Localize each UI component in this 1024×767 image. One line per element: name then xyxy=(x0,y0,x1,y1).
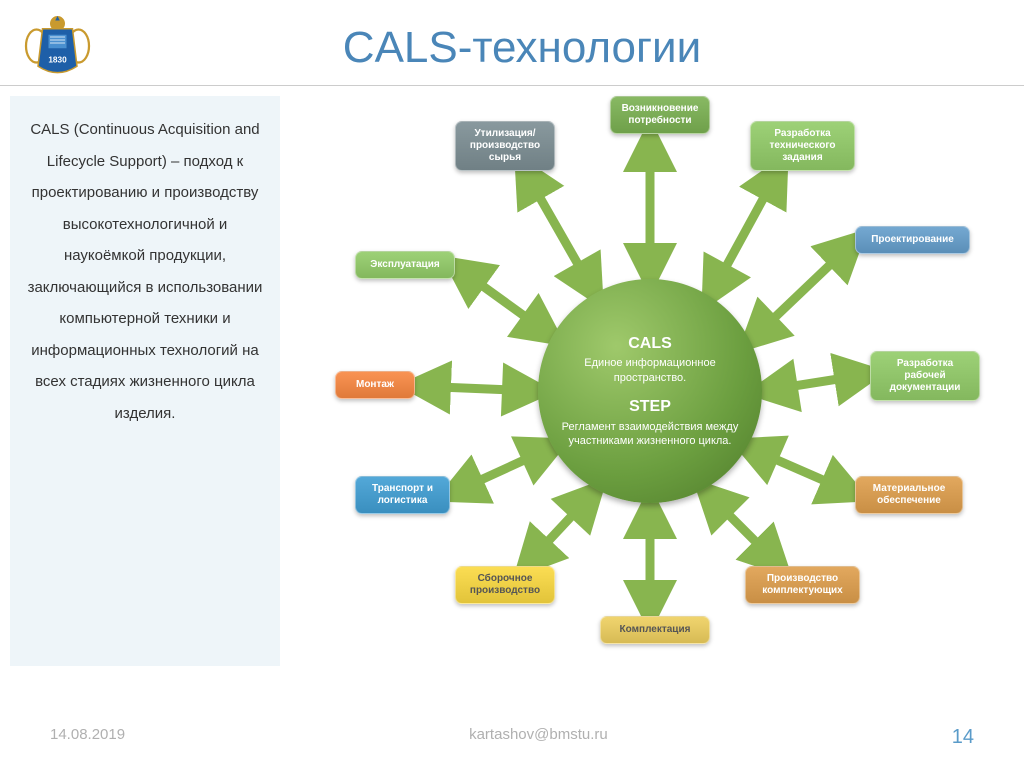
lifecycle-node: Разработка рабочей документации xyxy=(870,351,980,401)
content-area: CALS (Continuous Acquisition and Lifecyc… xyxy=(0,86,1024,666)
center-title-2: STEP xyxy=(629,396,671,418)
logo-svg: 1830 xyxy=(20,10,95,85)
header: 1830 CALS-технологии xyxy=(0,0,1024,86)
lifecycle-node: Сборочное производство xyxy=(455,566,555,604)
lifecycle-node: Монтаж xyxy=(335,371,415,399)
university-logo: 1830 xyxy=(20,10,95,85)
radial-arrow xyxy=(762,374,870,391)
center-sub-2: Регламент взаимодействия между участника… xyxy=(556,420,744,450)
lifecycle-node: Возникновение потребности xyxy=(610,96,710,134)
footer: 14.08.2019 kartashov@bmstu.ru 14 xyxy=(0,726,1024,749)
center-sub-1: Единое информационное пространство. xyxy=(556,356,744,386)
radial-arrow xyxy=(525,491,595,566)
svg-text:1830: 1830 xyxy=(48,56,67,65)
radial-arrow xyxy=(455,266,552,336)
description-box: CALS (Continuous Acquisition and Lifecyc… xyxy=(10,96,280,666)
footer-date: 14.08.2019 xyxy=(50,726,125,749)
radial-arrow xyxy=(710,168,780,296)
lifecycle-node: Утилизация/ производство сырья xyxy=(455,121,555,171)
radial-arrow xyxy=(523,168,595,294)
radial-arrow xyxy=(705,491,780,566)
lifecycle-node: Производство комплектующих xyxy=(745,566,860,604)
footer-email: kartashov@bmstu.ru xyxy=(469,726,608,749)
lifecycle-node: Материальное обеспечение xyxy=(855,476,963,514)
page-number: 14 xyxy=(952,726,974,749)
center-title-1: CALS xyxy=(628,333,672,355)
radial-diagram: CALSЕдиное информационное пространство. S… xyxy=(280,96,1014,666)
lifecycle-node: Транспорт и логистика xyxy=(355,476,450,514)
lifecycle-node: Эксплуатация xyxy=(355,251,455,279)
lifecycle-node: Проектирование xyxy=(855,226,970,254)
radial-arrow xyxy=(745,446,855,494)
lifecycle-node: Комплектация xyxy=(600,616,710,644)
radial-arrow xyxy=(450,446,555,494)
radial-arrow xyxy=(415,386,538,391)
lifecycle-node: Разработка технического задания xyxy=(750,121,855,171)
page-title: CALS-технологии xyxy=(115,23,1004,73)
center-hub: CALSЕдиное информационное пространство. S… xyxy=(538,279,762,503)
radial-arrow xyxy=(750,241,855,341)
